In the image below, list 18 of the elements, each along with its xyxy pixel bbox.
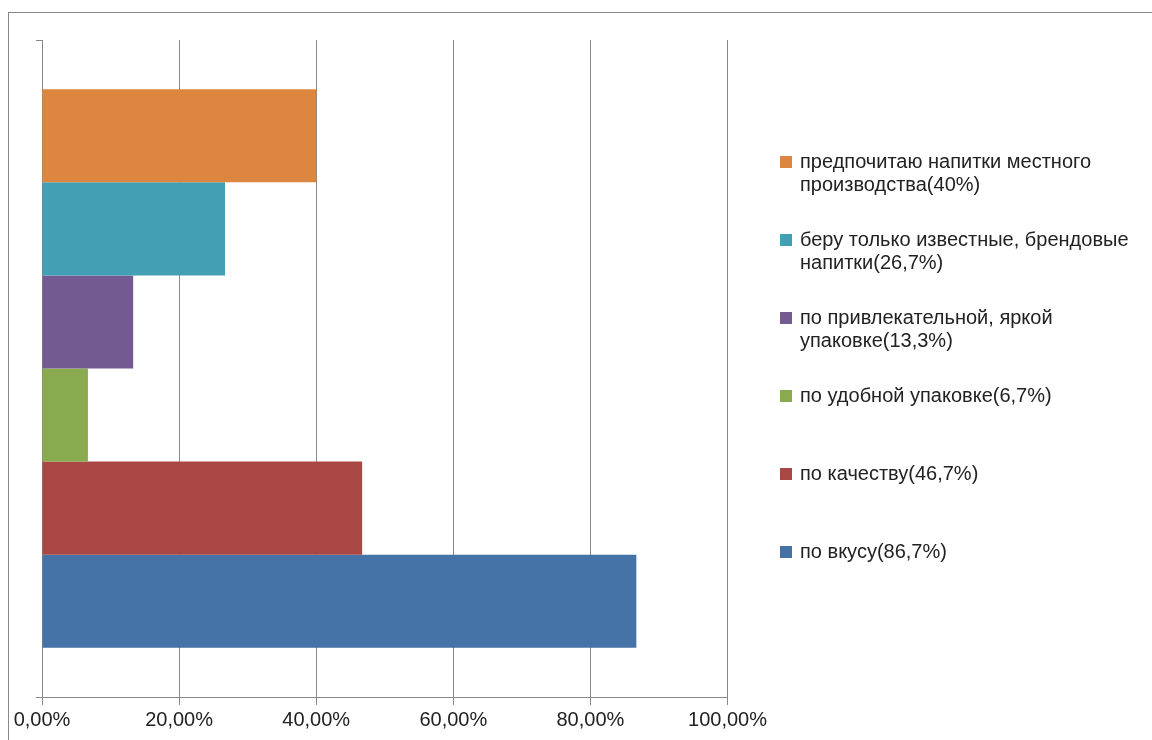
bar xyxy=(42,554,637,648)
x-tick-label: 40,00% xyxy=(282,707,351,730)
legend-label: по вкусу(86,7%) xyxy=(800,540,947,563)
x-tick-label: 80,00% xyxy=(556,707,625,730)
legend-label: по удобной упаковке(6,7%) xyxy=(800,384,1052,407)
legend-label: по привлекательной, яркой упаковке(13,3%) xyxy=(800,306,1054,352)
legend-label: беру только известные, брендовые напитки(26,7%) xyxy=(800,228,1130,274)
legend-label: предпочитаю напитки местного производства(40%) xyxy=(800,150,1092,196)
x-tick-label: 0,00% xyxy=(13,707,71,730)
x-tick-label: 60,00% xyxy=(419,707,488,730)
bar xyxy=(42,368,88,462)
bar xyxy=(42,89,317,183)
x-tick-label: 20,00% xyxy=(145,707,214,730)
bar xyxy=(42,275,134,369)
x-tick-label: 100,00% xyxy=(688,707,768,730)
bar xyxy=(42,182,226,276)
bar xyxy=(42,461,363,555)
legend-label: по качеству(46,7%) xyxy=(800,462,979,485)
